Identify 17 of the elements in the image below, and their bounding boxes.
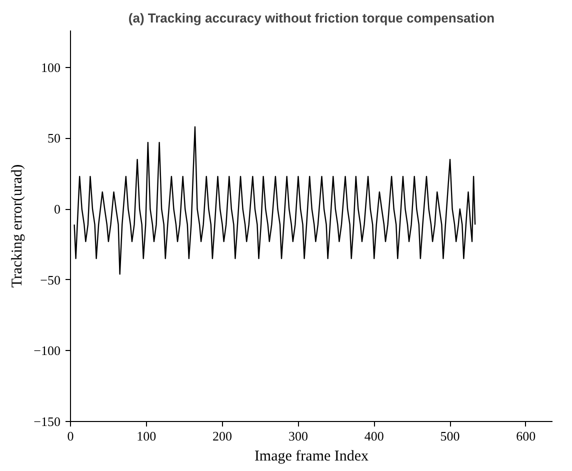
x-tick-label: 100: [136, 428, 156, 444]
y-tick-label: −100: [34, 343, 61, 358]
y-tick-label: −50: [40, 272, 61, 288]
x-tick-label: 500: [440, 428, 460, 444]
x-tick-label: 600: [516, 428, 536, 444]
y-tick-label: 0: [54, 202, 60, 216]
x-tick-label: 0: [67, 428, 74, 444]
x-tick-label: 300: [288, 428, 308, 444]
x-axis-title: Image frame Index: [254, 448, 370, 464]
y-tick-label: 50: [48, 130, 60, 146]
y-axis-title: Tracking error(urad): [10, 164, 26, 288]
y-tick-label: −150: [34, 414, 61, 429]
line-series: [74, 126, 476, 275]
chart-title: (a) Tracking accuracy without friction torque compensation: [128, 10, 495, 26]
x-tick-label: 200: [212, 428, 232, 444]
y-tick-label: 100: [41, 60, 60, 75]
x-tick-label: 400: [364, 428, 384, 444]
